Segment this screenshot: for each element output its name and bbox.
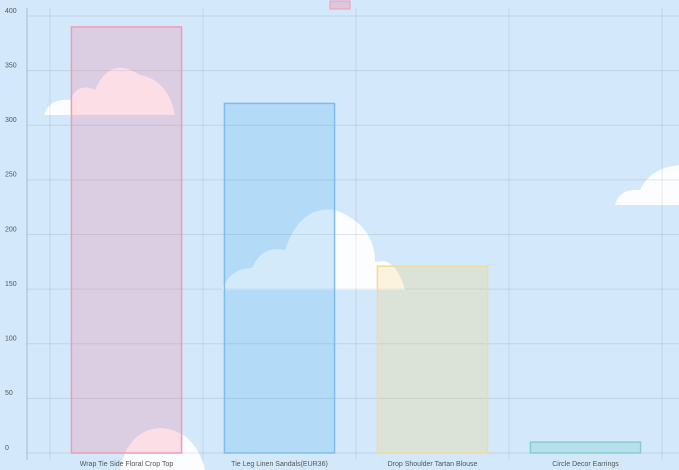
- x-tick-label: Circle Decor Earrings: [552, 461, 619, 468]
- y-tick-label: 150: [5, 281, 17, 288]
- cloud: [120, 428, 205, 470]
- y-tick-label: 0: [5, 445, 9, 452]
- y-tick-label: 50: [5, 390, 13, 397]
- cloud: [615, 165, 679, 205]
- y-tick-label: 350: [5, 62, 17, 69]
- cloud: [44, 67, 175, 115]
- bar: [376, 265, 489, 454]
- y-tick-label: 250: [5, 172, 17, 179]
- cloud: [222, 209, 405, 290]
- legend-swatch: [329, 0, 351, 10]
- y-tick-label: 400: [5, 8, 17, 15]
- plot-area: 0 50 100 150 200 250 300 350 400 Wrap Tie Side Fl…: [5, 8, 679, 468]
- y-tick-label: 300: [5, 117, 17, 124]
- bar: [223, 102, 336, 454]
- x-tick-label: Wrap Tie Side Floral Crop Top: [80, 461, 174, 468]
- bar: [529, 441, 642, 454]
- bar: [70, 26, 183, 454]
- y-tick-label: 200: [5, 226, 17, 233]
- clouds: [44, 67, 679, 470]
- x-tick-label: Drop Shoulder Tartan Blouse: [388, 461, 478, 468]
- x-tick-label: Tie Leg Linen Sandals(EUR36): [231, 461, 328, 468]
- y-tick-label: 100: [5, 336, 17, 343]
